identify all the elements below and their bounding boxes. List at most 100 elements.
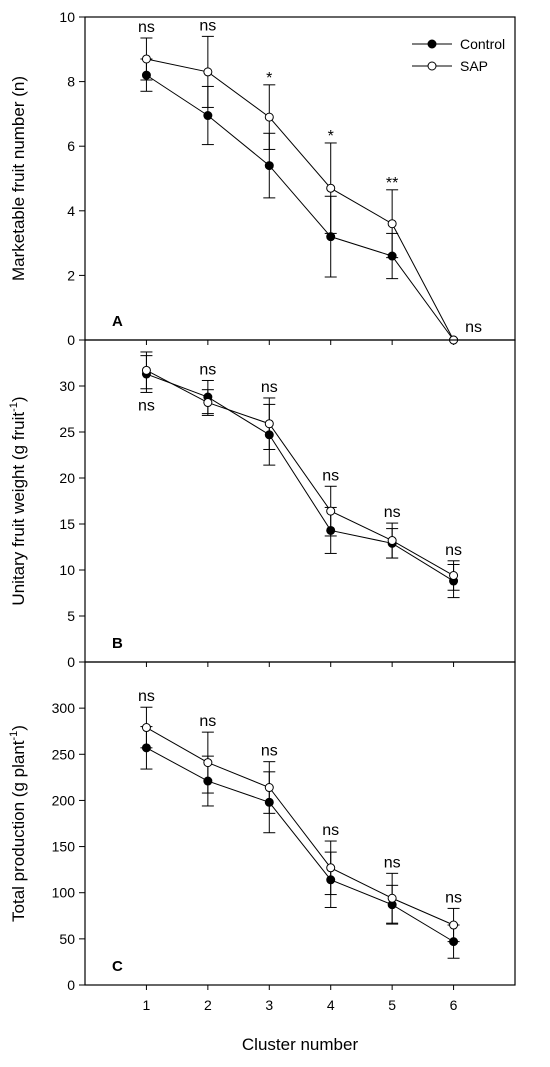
significance-label: ** xyxy=(386,175,398,192)
data-point-sap xyxy=(203,398,213,408)
data-point-sap xyxy=(203,67,213,77)
data-point-sap xyxy=(141,365,151,375)
y-tick-label: 200 xyxy=(52,792,76,808)
significance-label: ns xyxy=(261,379,278,396)
significance-label: ns xyxy=(322,822,339,839)
y-axis-title: Marketable fruit number (n) xyxy=(9,76,28,281)
y-tick-label: 20 xyxy=(59,470,75,486)
panel-letter: B xyxy=(112,635,123,652)
panel-a: 0 2 4 6 8 10 Marketable fruit number (n) Ans ns *… xyxy=(9,9,516,348)
y-tick-label: 0 xyxy=(67,977,75,993)
legend: Control SAP xyxy=(412,36,505,74)
series-line xyxy=(146,727,454,926)
plot-frame xyxy=(84,16,516,341)
data-point-sap xyxy=(264,419,274,429)
x-tick-label: 3 xyxy=(265,997,273,1013)
x-tick-label: 6 xyxy=(450,997,458,1013)
y-tick-label: 10 xyxy=(59,9,75,25)
y-tick-label: 0 xyxy=(67,332,75,348)
panel-c: 0 50 100 150 200 250 300 1 2 3 4 5 6 Cluster number To… xyxy=(8,661,516,1054)
series-line xyxy=(146,373,454,582)
legend-marker xyxy=(427,61,437,71)
legend-label: SAP xyxy=(460,58,488,74)
data-point-sap xyxy=(326,183,336,193)
legend-marker xyxy=(427,39,437,49)
y-tick-label: 50 xyxy=(59,931,75,947)
significance-label: ns xyxy=(199,713,216,730)
significance-label: ns xyxy=(384,504,401,521)
data-point-control xyxy=(264,797,274,807)
data-point-control xyxy=(203,776,213,786)
plot-frame xyxy=(84,661,516,986)
data-point-control xyxy=(449,937,459,947)
x-tick-label: 1 xyxy=(143,997,151,1013)
significance-label: ns xyxy=(445,542,462,559)
x-tick-label: 5 xyxy=(388,997,396,1013)
y-tick-label: 250 xyxy=(52,746,76,762)
y-tick-label: 8 xyxy=(67,74,75,90)
y-tick-label: 300 xyxy=(52,700,76,716)
significance-label: ns xyxy=(199,361,216,378)
data-point-control xyxy=(203,111,213,121)
y-axis-title: Total production (g plant-1) xyxy=(8,725,28,922)
data-point-sap xyxy=(387,219,397,229)
data-point-control xyxy=(387,251,397,261)
y-tick-label: 30 xyxy=(59,378,75,394)
significance-label: ns xyxy=(199,17,216,34)
data-point-sap xyxy=(141,723,151,733)
significance-label: ns xyxy=(138,397,155,414)
significance-label: ns xyxy=(322,467,339,484)
series-control xyxy=(140,58,454,341)
data-point-control xyxy=(264,161,274,171)
significance-label: * xyxy=(328,128,334,145)
series-control xyxy=(140,726,460,959)
y-tick-label: 150 xyxy=(52,839,76,855)
data-point-control xyxy=(326,232,336,242)
y-axis-title: Unitary fruit weight (g fruit-1) xyxy=(8,396,28,605)
significance-label: ns xyxy=(445,889,462,906)
data-point-control xyxy=(326,875,336,885)
x-tick-label: 2 xyxy=(204,997,212,1013)
significance-label: ns xyxy=(465,319,482,336)
y-tick-label: 100 xyxy=(52,885,76,901)
data-point-sap xyxy=(387,893,397,903)
data-point-sap xyxy=(449,571,459,581)
data-point-sap xyxy=(264,112,274,122)
series-line xyxy=(146,369,454,576)
series-line xyxy=(146,74,454,341)
x-tick-label: 4 xyxy=(327,997,335,1013)
y-tick-label: 0 xyxy=(67,654,75,670)
legend-label: Control xyxy=(460,36,505,52)
data-point-sap xyxy=(264,783,274,793)
x-axis-title: Cluster number xyxy=(242,1035,359,1054)
panel-b: 0 5 10 15 20 25 30 Unitary fruit weight (g frui… xyxy=(8,339,516,670)
y-tick-label: 25 xyxy=(59,424,75,440)
series-line xyxy=(146,58,455,341)
significance-label: * xyxy=(266,70,272,87)
y-tick-label: 4 xyxy=(67,203,75,219)
data-point-sap xyxy=(449,920,459,930)
data-point-sap xyxy=(203,758,213,768)
y-tick-label: 10 xyxy=(59,562,75,578)
series-sap xyxy=(140,35,455,341)
significance-label: ns xyxy=(138,19,155,36)
data-point-control xyxy=(141,743,151,753)
data-point-sap xyxy=(141,54,151,64)
y-tick-label: 5 xyxy=(67,608,75,624)
data-point-sap xyxy=(326,506,336,516)
data-point-control xyxy=(264,430,274,440)
significance-label: ns xyxy=(384,854,401,871)
data-point-sap xyxy=(387,536,397,546)
panel-letter: A xyxy=(112,313,123,330)
series-line xyxy=(146,747,454,943)
data-point-control xyxy=(326,525,336,535)
data-point-control xyxy=(141,70,151,80)
y-tick-label: 2 xyxy=(67,267,75,283)
significance-label: ns xyxy=(138,688,155,705)
y-tick-label: 15 xyxy=(59,516,75,532)
significance-label: ns xyxy=(261,743,278,760)
panel-letter: C xyxy=(112,958,123,975)
series-sap xyxy=(140,706,460,943)
data-point-sap xyxy=(326,863,336,873)
